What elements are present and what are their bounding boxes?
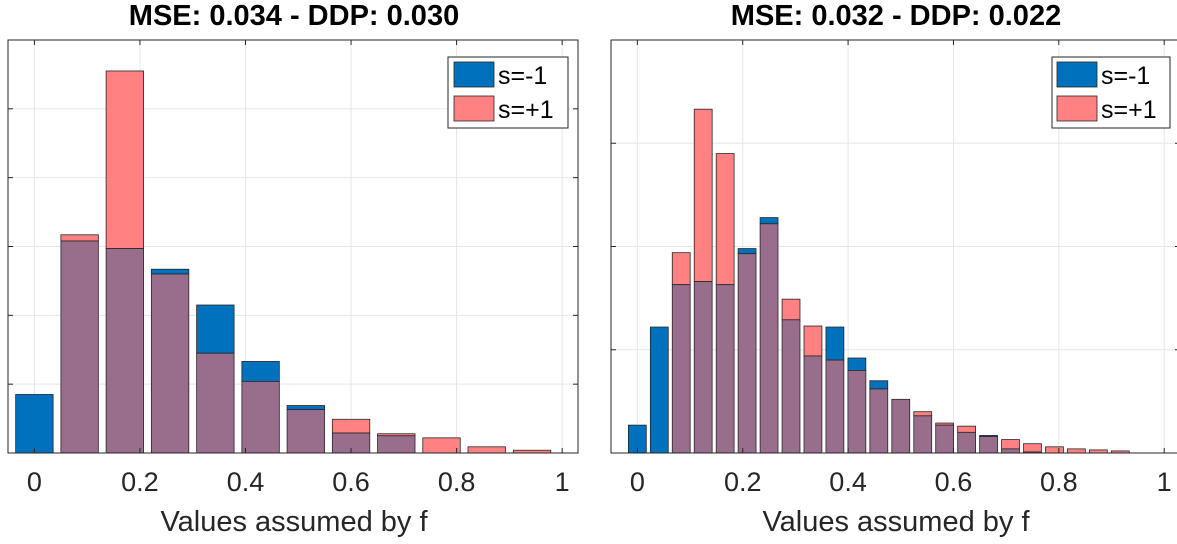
bar-overlap-right-11 <box>869 388 889 454</box>
bar-s-plus-left-7 <box>331 418 371 434</box>
bar-overlap-right-4 <box>715 284 735 454</box>
bar-s-plus-right-2 <box>671 252 691 286</box>
bar-s-plus-right-19 <box>1045 446 1064 454</box>
legend-swatch-s-minus-right <box>1056 61 1098 88</box>
chart-panel-right: MSE: 0.032 - DDP: 0.022 0 0.2 0.4 0.6 0.8 1 V… <box>610 0 1177 538</box>
x-tick-label-right-2: 0.4 <box>829 467 867 497</box>
x-tick-label-left-3: 0.6 <box>332 467 370 497</box>
bar-s-plus-left-1 <box>60 234 99 242</box>
bar-overlap-right-7 <box>781 319 801 454</box>
chart-title-left: MSE: 0.034 - DDP: 0.030 <box>129 0 459 32</box>
x-tick-label-left-0: 0 <box>27 467 42 497</box>
legend-swatch-s-plus-right <box>1056 95 1098 122</box>
bar-s-plus-left-2 <box>105 70 144 249</box>
bar-overlap-left-5 <box>241 381 280 454</box>
bar-overlap-left-2 <box>105 248 144 454</box>
legend-label-s-minus-left: s=-1 <box>498 62 547 90</box>
bar-s-plus-right-8 <box>803 325 823 357</box>
x-tick-label-left-5: 1 <box>555 467 570 497</box>
chart-title-right: MSE: 0.032 - DDP: 0.022 <box>731 0 1061 32</box>
bar-overlap-right-12 <box>891 398 911 454</box>
bar-overlap-right-10 <box>847 369 867 454</box>
bar-s-minus-left-5 <box>241 361 280 382</box>
x-tick-label-left-1: 0.2 <box>121 467 159 497</box>
bar-overlap-left-3 <box>150 273 190 454</box>
legend-swatch-s-minus-left <box>453 61 495 88</box>
bar-s-plus-right-3 <box>693 108 713 283</box>
x-tick-label-right-5: 1 <box>1157 467 1172 497</box>
bar-overlap-left-1 <box>60 240 99 454</box>
bar-overlap-right-16 <box>979 436 998 454</box>
bar-s-minus-left-6 <box>286 405 325 411</box>
bar-s-minus-right-11 <box>869 380 889 390</box>
legend-label-s-plus-left: s=+1 <box>498 96 554 124</box>
bar-overlap-left-4 <box>196 352 235 454</box>
bar-overlap-right-14 <box>935 424 955 454</box>
bar-s-minus-left-0 <box>15 394 54 454</box>
x-tick-label-right-0: 0 <box>630 467 645 497</box>
legend-left: s=-1 s=+1 <box>447 56 569 129</box>
x-tick-label-right-3: 0.6 <box>935 467 973 497</box>
bar-s-plus-left-10 <box>467 446 506 454</box>
legend-swatch-s-plus-left <box>453 95 495 122</box>
bar-overlap-left-8 <box>377 435 416 454</box>
bar-s-plus-right-17 <box>1001 439 1020 450</box>
bar-s-minus-right-5 <box>737 248 757 255</box>
bar-overlap-right-15 <box>957 431 976 454</box>
bar-overlap-right-13 <box>913 415 933 454</box>
bar-s-plus-right-18 <box>1023 443 1042 453</box>
legend-label-s-minus-right: s=-1 <box>1101 62 1150 90</box>
bar-s-plus-right-4 <box>715 153 735 286</box>
bar-overlap-right-5 <box>737 253 757 454</box>
x-axis-label-left: Values assumed by f <box>160 506 428 538</box>
x-tick-label-right-4: 0.8 <box>1040 467 1078 497</box>
bar-overlap-right-2 <box>671 284 691 454</box>
bar-s-minus-right-9 <box>825 326 845 361</box>
bar-s-plus-right-13 <box>913 411 933 417</box>
bar-s-minus-right-1 <box>649 326 669 454</box>
bar-s-plus-right-7 <box>781 298 801 321</box>
bar-overlap-right-17 <box>1001 448 1020 454</box>
bar-overlap-right-3 <box>693 281 713 454</box>
bar-s-plus-right-15 <box>957 425 976 433</box>
bar-s-plus-right-20 <box>1067 448 1086 454</box>
legend-right: s=-1 s=+1 <box>1051 56 1171 129</box>
bar-overlap-right-8 <box>803 355 823 454</box>
bar-overlap-right-9 <box>825 359 845 454</box>
x-tick-label-left-2: 0.4 <box>227 467 265 497</box>
legend-label-s-plus-right: s=+1 <box>1101 96 1157 124</box>
bar-s-minus-right-6 <box>759 217 779 225</box>
chart-panel-left: MSE: 0.034 - DDP: 0.030 0 0.2 0.4 0.6 0.8 1 V… <box>7 0 579 538</box>
bar-overlap-right-6 <box>759 223 779 454</box>
x-tick-label-left-4: 0.8 <box>438 467 476 497</box>
bar-s-plus-left-9 <box>422 437 461 454</box>
x-axis-label-right: Values assumed by f <box>762 506 1030 538</box>
bar-s-minus-left-4 <box>196 304 235 354</box>
bar-s-minus-right-10 <box>847 357 867 371</box>
bar-overlap-left-6 <box>286 409 325 454</box>
bar-s-minus-left-3 <box>150 268 190 275</box>
x-tick-label-right-1: 0.2 <box>724 467 762 497</box>
